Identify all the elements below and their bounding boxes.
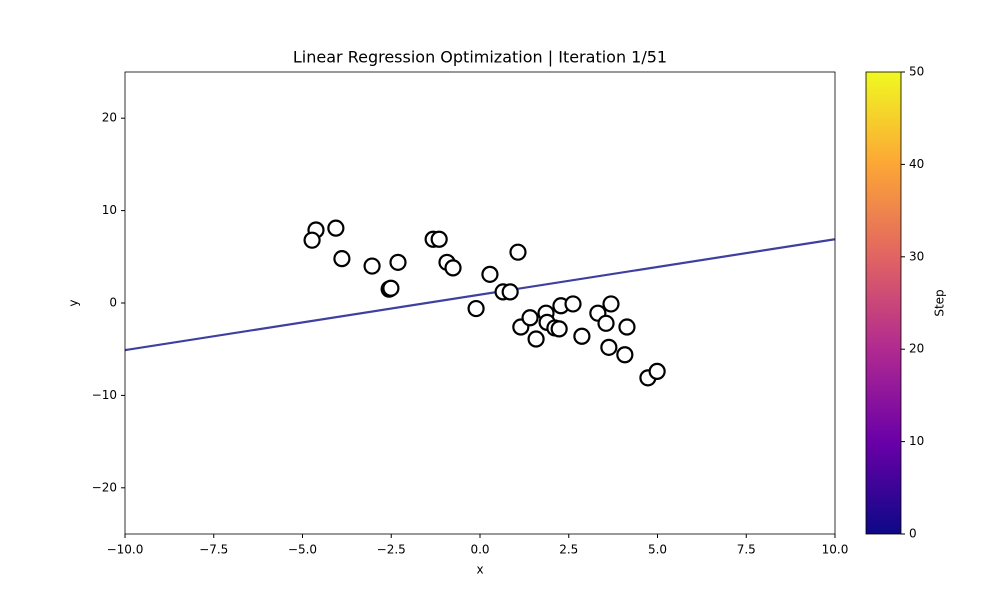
- regression-line: [125, 238, 835, 352]
- x-tick-label: −5.0: [288, 543, 317, 557]
- data-point: [573, 327, 591, 345]
- data-point: [467, 299, 485, 318]
- data-point: [648, 362, 666, 380]
- x-tick-label: −2.5: [377, 543, 406, 557]
- x-tick-label: −10.0: [107, 543, 144, 557]
- data-point: [564, 295, 582, 313]
- y-tick-label: 20: [102, 111, 117, 125]
- data-point: [481, 265, 499, 283]
- y-tick-label: 0: [109, 296, 117, 310]
- y-tick-label: −20: [92, 480, 117, 494]
- x-tick-label: 0.0: [470, 543, 489, 557]
- data-point: [501, 283, 519, 301]
- data-point: [550, 320, 568, 338]
- colorbar-tick-label: 0: [909, 527, 917, 541]
- x-tick-label: 5.0: [648, 543, 667, 557]
- data-point: [509, 243, 527, 261]
- data-point: [600, 338, 618, 356]
- data-point: [602, 295, 620, 313]
- data-point: [527, 330, 545, 348]
- data-point: [303, 231, 321, 249]
- colorbar-label: Step: [933, 289, 947, 316]
- colorbar-tick-label: 30: [909, 249, 924, 263]
- colorbar-tick-label: 50: [909, 65, 924, 79]
- data-point: [333, 250, 351, 268]
- data-point: [382, 279, 400, 297]
- x-tick-label: −7.5: [199, 543, 228, 557]
- plot-frame: [124, 71, 836, 535]
- data-point: [327, 219, 345, 237]
- data-point: [363, 257, 381, 275]
- x-tick-label: 10.0: [822, 543, 849, 557]
- colorbar-tick-label: 20: [909, 342, 924, 356]
- x-tick-label: 7.5: [737, 543, 756, 557]
- x-tick-label: 2.5: [559, 543, 578, 557]
- y-tick-label: 10: [102, 203, 117, 217]
- data-point: [616, 346, 634, 364]
- chart-title: Linear Regression Optimization | Iterati…: [293, 48, 667, 67]
- data-point: [430, 230, 448, 248]
- y-tick-label: −10: [92, 388, 117, 402]
- data-point: [521, 309, 539, 327]
- colorbar: [865, 71, 902, 535]
- data-point: [389, 253, 407, 271]
- data-point: [597, 314, 615, 332]
- data-point: [618, 318, 636, 336]
- y-axis-label: y: [67, 299, 81, 306]
- x-axis-label: x: [476, 563, 483, 577]
- data-point: [444, 259, 462, 277]
- colorbar-tick-label: 40: [909, 157, 924, 171]
- colorbar-tick-label: 10: [909, 434, 924, 448]
